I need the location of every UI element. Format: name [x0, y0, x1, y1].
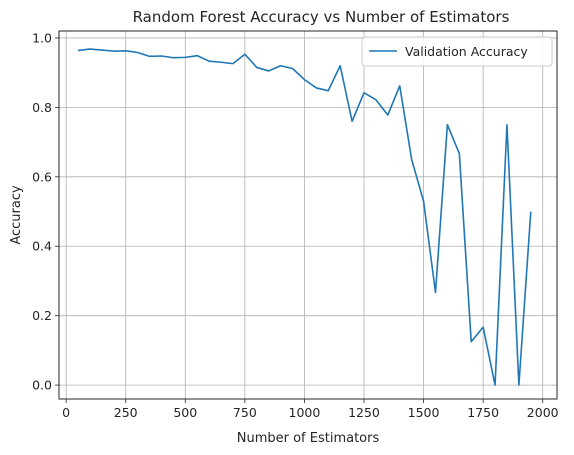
x-tick-label: 750	[233, 405, 257, 420]
y-tick-label: 1.0	[32, 30, 52, 45]
ticks: 0 250 500 750 1000 1250 1500 1750 2000 0.0 0.2 0.4 0…	[32, 30, 559, 420]
x-tick-label: 2000	[527, 405, 559, 420]
legend: Validation Accuracy	[361, 36, 553, 67]
legend-box	[361, 36, 553, 67]
x-tick-label: 1250	[348, 405, 380, 420]
x-tick-label: 1750	[467, 405, 499, 420]
series-layer	[77, 48, 532, 386]
legend-label: Validation Accuracy	[405, 44, 528, 59]
y-tick-label: 0.2	[32, 308, 52, 323]
chart-title: Random Forest Accuracy vs Number of Esti…	[133, 8, 510, 26]
y-axis-label: Accuracy	[9, 185, 24, 245]
plot-frame	[58, 30, 558, 400]
x-tick-label: 1000	[289, 405, 321, 420]
x-tick-label: 1500	[408, 405, 440, 420]
y-tick-label: 0.4	[32, 239, 52, 254]
y-tick-label: 0.0	[32, 378, 52, 393]
x-tick-label: 250	[114, 405, 138, 420]
y-tick-label: 0.8	[32, 100, 52, 115]
y-tick-label: 0.6	[32, 169, 52, 184]
x-tick-label: 500	[173, 405, 197, 420]
x-tick-label: 0	[62, 405, 70, 420]
x-axis-label: Number of Estimators	[237, 431, 380, 446]
series-line-validation-accuracy	[77, 48, 532, 386]
